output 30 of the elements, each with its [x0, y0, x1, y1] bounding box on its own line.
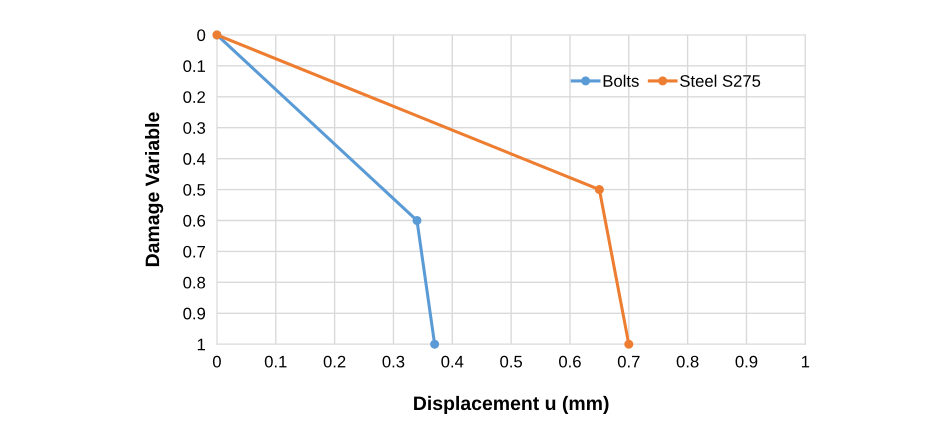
x-tick-label: 0.7: [618, 356, 640, 368]
y-tick-label: 0.2: [183, 91, 205, 103]
x-tick-label: 0.8: [676, 356, 698, 368]
y-tick-label: 0.8: [183, 276, 206, 289]
point: [430, 340, 440, 349]
legend-label: Steel S275: [680, 74, 760, 87]
y-tick-label: 0.5: [183, 184, 206, 196]
y-tick-label: 1: [198, 338, 205, 350]
x-tick-label: 0.1: [264, 356, 287, 368]
x-tick-label: 0.9: [736, 356, 758, 368]
point: [594, 185, 604, 194]
point: [624, 340, 634, 349]
x-tick-label: 0: [212, 356, 221, 368]
legend-label: Bolts: [604, 74, 639, 87]
y-tick-label: 0.6: [183, 214, 206, 227]
y-tick-label: 0.1: [183, 60, 205, 72]
x-tick-label: 0.4: [441, 356, 464, 368]
point: [412, 216, 422, 226]
y-tick-label: 0.3: [183, 122, 206, 134]
x-axis-title: Displacement u (mm): [414, 396, 608, 414]
x-tick-label: 0.3: [382, 356, 404, 368]
y-tick-label: 0.9: [183, 308, 206, 320]
x-tick-label: 0.2: [324, 356, 346, 368]
y-tick-label: 0.7: [183, 246, 205, 258]
y-tick-label: 0.4: [183, 153, 206, 165]
y-axis-title: Damage Variable: [144, 112, 164, 266]
y-tick-label: 0: [197, 29, 206, 42]
x-tick-label: 0.6: [559, 356, 581, 368]
x-tick-label: 0.5: [500, 356, 522, 368]
x-tick-label: 1: [802, 356, 810, 368]
